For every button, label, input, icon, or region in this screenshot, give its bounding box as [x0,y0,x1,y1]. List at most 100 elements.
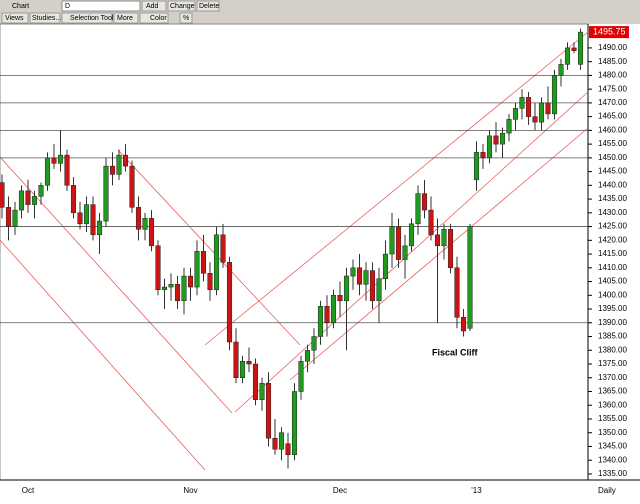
y-tick-label: 1410.00 [598,263,627,272]
y-tick-label: 1485.00 [598,57,627,66]
more-button[interactable] [113,12,139,24]
y-tick-label: 1435.00 [598,194,627,203]
y-tick-label: 1450.00 [598,153,627,162]
candle-body [389,226,395,255]
candle-body [408,223,415,247]
candle-body [64,154,70,186]
candle-body [428,209,434,236]
candle-body [181,275,187,302]
y-tick-label: 1355.00 [598,414,627,423]
y-tick-label: 1425.00 [598,222,627,231]
candle-body [434,234,441,247]
candle-body [77,212,83,225]
candle-body [460,317,467,332]
candle-body [96,220,103,236]
views-button[interactable] [1,12,29,24]
candle-body [369,270,376,302]
candle-body [272,437,278,450]
studies-button[interactable] [29,12,61,24]
candle-body [90,204,96,236]
candle-body [454,267,460,318]
candle-body [493,135,499,145]
last-price-label: 1495.75 [593,26,626,36]
symbol-box[interactable] [61,0,141,12]
candle-body [447,229,454,269]
candle-body [330,295,337,324]
color-button[interactable] [139,12,169,24]
add-button[interactable] [141,0,167,12]
y-tick-label: 1405.00 [598,277,627,286]
y-tick-label: 1370.00 [598,373,627,382]
candle-body [25,190,31,205]
candle-body [200,251,207,274]
candle-body [298,361,304,392]
x-tick-label: '13 [471,486,482,495]
candle-body [356,267,363,285]
candle-body [278,432,285,450]
y-tick-label: 1360.00 [598,400,627,409]
trendline [289,127,589,381]
trendline [234,91,589,413]
y-tick-label: 1395.00 [598,304,627,313]
candle-body [564,47,571,65]
candle-body [376,278,382,302]
trendline [0,156,233,414]
candle-body [187,275,194,288]
candle-body [363,270,369,285]
y-tick-label: 1415.00 [598,249,627,258]
change-button[interactable] [167,0,196,12]
candle-body [317,306,324,337]
y-tick-label: 1420.00 [598,235,627,244]
tool-label: Selection Tool [70,15,114,22]
candle-body [233,341,239,379]
candle-body [31,196,38,205]
tool-button[interactable] [61,12,113,24]
candle-body [532,116,538,123]
candle-body [285,443,291,455]
candle-body [259,382,265,400]
candle-body [168,284,174,288]
candle-body [551,75,558,115]
more-label: More [117,15,133,22]
candle-body [18,190,25,211]
delete-button[interactable] [196,0,220,12]
annotation: Fiscal Cliff [432,347,479,357]
change-label: Change [170,3,195,10]
candle-body [246,361,252,365]
trendline [204,31,589,346]
percent-label: % [183,15,189,22]
delete-label: Delete [199,3,219,10]
candle-body [577,31,584,65]
candle-body [213,234,220,291]
y-tick-label: 1345.00 [598,442,627,451]
candle-body [395,226,402,260]
candle-body [571,47,577,51]
candle-body [252,363,259,400]
symbol: D [65,3,70,10]
y-tick-label: 1350.00 [598,428,627,437]
y-tick-label: 1480.00 [598,71,627,80]
y-tick-label: 1465.00 [598,112,627,121]
y-tick-label: 1440.00 [598,180,627,189]
candle-body [382,253,389,280]
candle-body [155,245,161,291]
candle-body [324,306,330,324]
add-label: Add [146,3,159,10]
candle-body [337,295,343,302]
period-label: Daily [598,486,616,495]
color-label: Color [150,15,167,22]
candle-body [116,154,122,175]
candle-body [291,391,298,455]
candle-body [441,229,447,247]
candle-body [538,102,545,123]
candle-body [239,361,246,379]
candle-body [38,185,44,197]
candle-body [5,207,12,227]
y-tick-label: 1340.00 [598,455,627,464]
percent-button[interactable] [179,12,193,24]
candle-body [304,350,311,362]
x-tick-label: Oct [22,486,35,495]
candle-body [220,234,226,263]
y-tick-label: 1470.00 [598,98,627,107]
